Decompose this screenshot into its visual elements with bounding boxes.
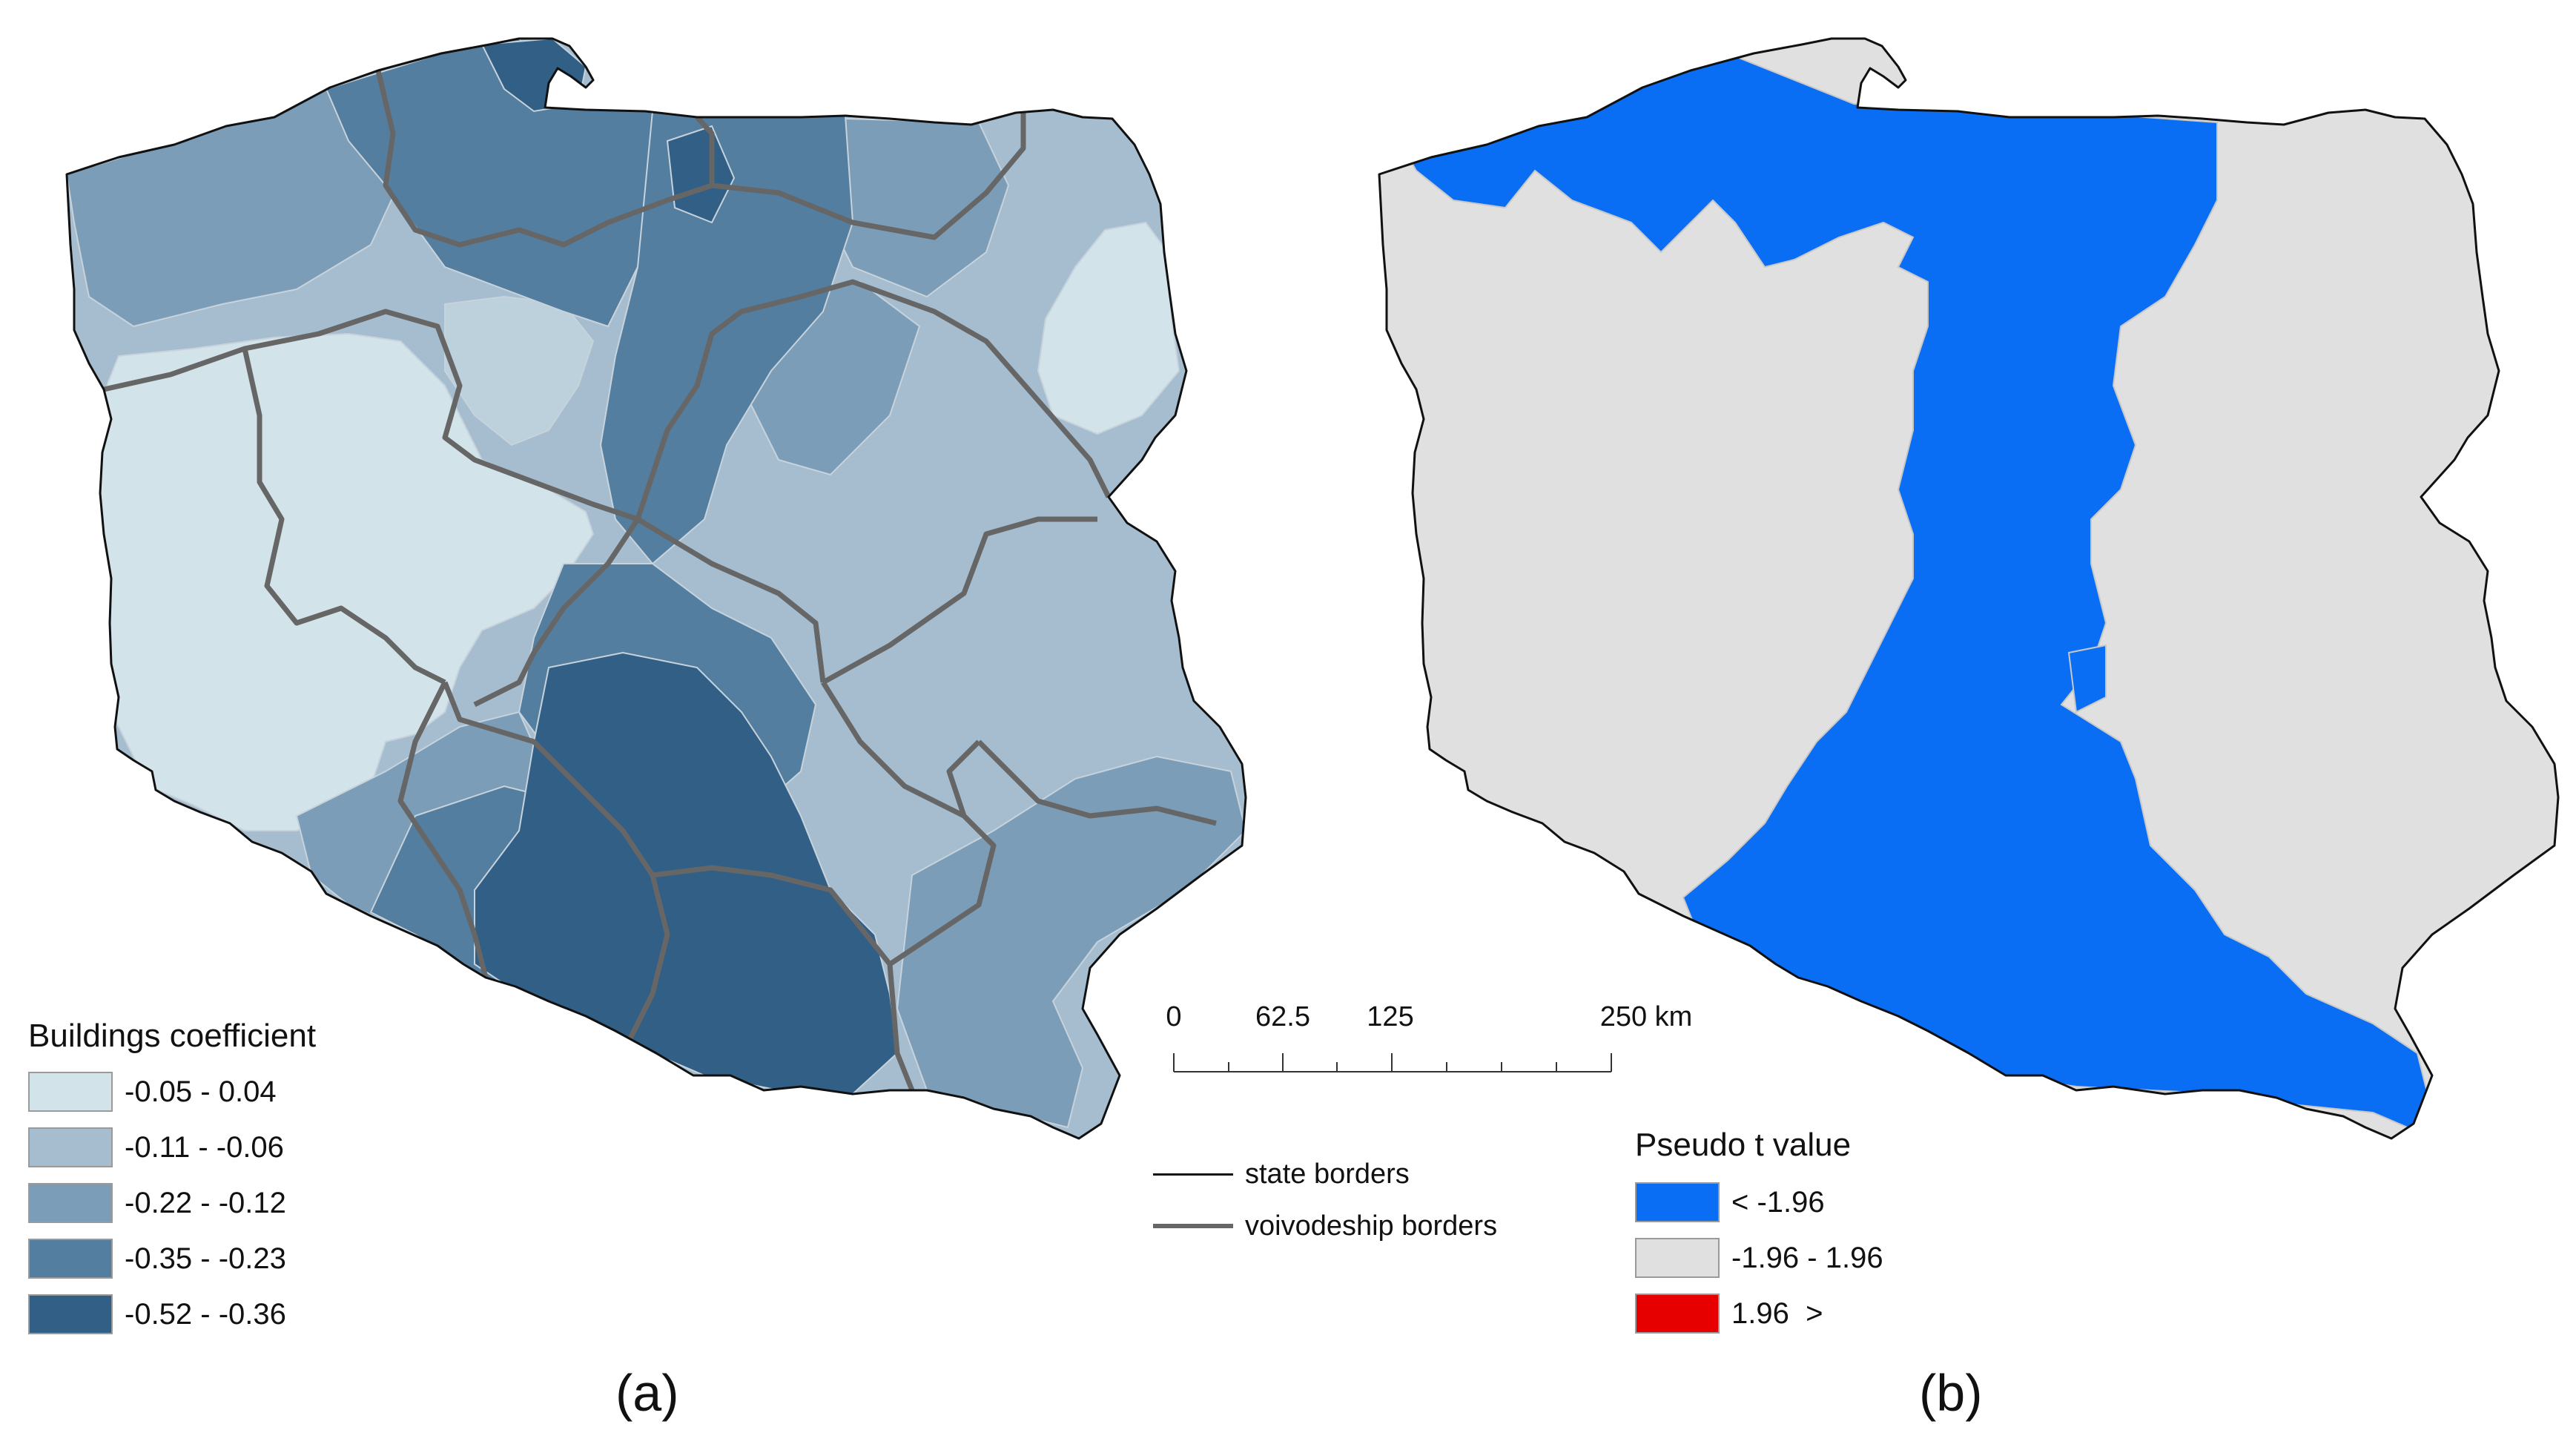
border-label: voivodeship borders bbox=[1245, 1210, 1498, 1242]
legend-label: -1.96 - 1.96 bbox=[1731, 1241, 1883, 1274]
scale-label: 125 bbox=[1367, 1001, 1414, 1032]
voivodeship-border-line bbox=[1153, 1224, 1233, 1228]
legend-a-item: -0.11 - -0.06 bbox=[28, 1127, 284, 1167]
legend-b: Pseudo t value < -1.96 -1.96 - 1.96 1.96… bbox=[1635, 1129, 1976, 1351]
state-border-line bbox=[1153, 1173, 1233, 1176]
legend-label: -0.22 - -0.12 bbox=[125, 1186, 286, 1219]
legend-b-item: < -1.96 bbox=[1635, 1182, 1825, 1222]
legend-swatch bbox=[1635, 1294, 1720, 1334]
legend-a-item: -0.22 - -0.12 bbox=[28, 1183, 286, 1223]
legend-swatch bbox=[28, 1239, 113, 1279]
map-b bbox=[1378, 37, 2560, 1140]
scale-bar: 0 62.5 125 250 km bbox=[1166, 1001, 1692, 1090]
panel-label-b: (b) bbox=[1919, 1364, 1983, 1422]
legend-a-title: Buildings coefficient bbox=[28, 1018, 317, 1054]
legend-b-item: 1.96 > bbox=[1635, 1294, 1823, 1334]
legend-label: -0.11 - -0.06 bbox=[125, 1130, 284, 1164]
scale-label: 0 bbox=[1166, 1001, 1182, 1032]
legend-swatch bbox=[28, 1072, 113, 1112]
legend-swatch bbox=[1635, 1182, 1720, 1222]
legend-swatch bbox=[1635, 1238, 1720, 1278]
border-legend-item: voivodeship borders bbox=[1153, 1200, 1497, 1252]
region-significant-negative bbox=[2067, 644, 2107, 714]
scale-label: 250 km bbox=[1599, 1001, 1693, 1032]
legend-label: -0.52 - -0.36 bbox=[125, 1297, 286, 1331]
legend-swatch bbox=[28, 1294, 113, 1334]
scale-bar-graphic bbox=[1173, 1053, 1612, 1072]
voivodeship-borders-a bbox=[103, 70, 1217, 1092]
border-legend: state borders voivodeship borders bbox=[1153, 1148, 1497, 1252]
legend-a-item: -0.05 - 0.04 bbox=[28, 1072, 277, 1112]
legend-a-item: -0.35 - -0.23 bbox=[28, 1239, 286, 1279]
border-label: state borders bbox=[1245, 1158, 1410, 1190]
legend-swatch bbox=[28, 1183, 113, 1223]
legend-label: 1.96 > bbox=[1731, 1296, 1823, 1330]
legend-a: Buildings coefficient -0.05 - 0.04 -0.11… bbox=[28, 1020, 414, 1346]
legend-label: < -1.96 bbox=[1731, 1185, 1825, 1219]
map-a bbox=[65, 37, 1247, 1140]
border-legend-item: state borders bbox=[1153, 1148, 1497, 1200]
panel-label-a: (a) bbox=[615, 1364, 679, 1422]
legend-swatch bbox=[28, 1127, 113, 1167]
legend-b-title: Pseudo t value bbox=[1635, 1127, 1852, 1163]
legend-label: -0.05 - 0.04 bbox=[125, 1075, 277, 1108]
scale-label: 62.5 bbox=[1255, 1001, 1310, 1032]
legend-a-item: -0.52 - -0.36 bbox=[28, 1294, 286, 1334]
legend-b-item: -1.96 - 1.96 bbox=[1635, 1238, 1883, 1278]
legend-label: -0.35 - -0.23 bbox=[125, 1242, 286, 1275]
